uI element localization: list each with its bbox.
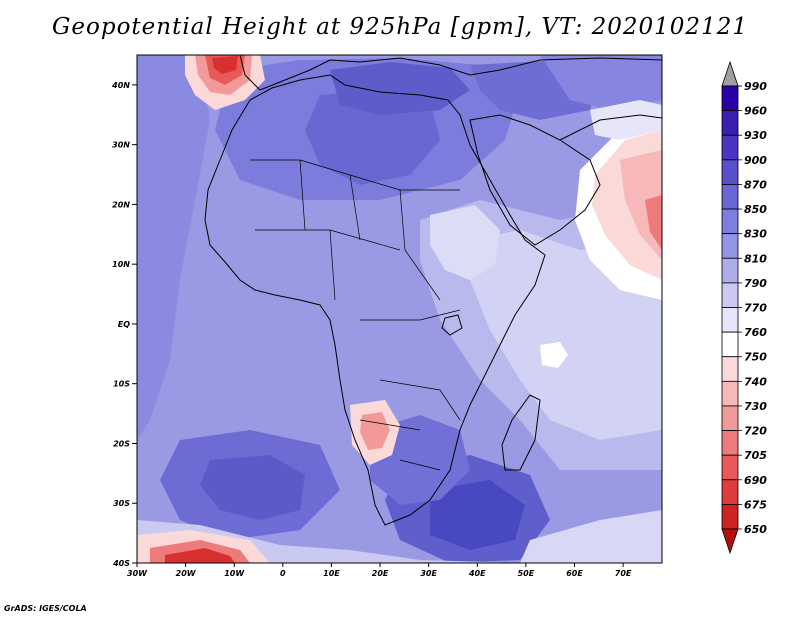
colorbar-swatch (721, 356, 739, 382)
colorbar-swatch (721, 380, 739, 407)
lon-tick-label: 0 (280, 569, 286, 578)
colorbar-label: 740 (744, 375, 767, 388)
field-contour-gulf (590, 100, 662, 140)
longitude-axis: 30W 20W 10W 0 10E 20E 30E 40E 50E 60E 70E (127, 563, 632, 578)
coastline-madagascar (501, 394, 541, 471)
field-contour-iran (540, 55, 662, 110)
colorbar-swatch (721, 159, 739, 185)
colorbar-swatch (721, 282, 739, 308)
country-borders (250, 159, 461, 471)
lon-tick-label: 50E (518, 569, 535, 578)
colorbar-label: 690 (744, 474, 767, 487)
colorbar-label: 770 (744, 302, 767, 315)
colorbar-swatch (721, 110, 739, 136)
colorbar-label: 720 (744, 425, 767, 438)
colorbar-label: 810 (744, 252, 767, 265)
field-contour-arabian-sea-730 (645, 195, 662, 250)
colorbar-swatch (721, 134, 739, 161)
colorbar-swatch (721, 307, 739, 333)
lon-tick-label: 30E (420, 569, 437, 578)
lon-tick-label: 10W (224, 569, 245, 578)
coastline-africa (204, 74, 546, 526)
lat-tick-label: 20N (112, 200, 130, 209)
coastline-europe (239, 55, 662, 91)
field-contour-atlantic-west (137, 55, 210, 440)
field-contour-southern-ocean-east (520, 510, 662, 563)
colorbar-label: 930 (744, 129, 767, 142)
colorbar-label: 990 (744, 80, 767, 93)
coastline-iran (559, 114, 662, 141)
latitude-axis: 40N 30N 20N 10N EQ 10S 20S 30S 40S (111, 81, 137, 568)
lake-victoria (441, 314, 463, 336)
colorbar-label: 790 (744, 277, 767, 290)
colorbar-swatch (721, 430, 739, 456)
lat-tick-label: 30N (112, 141, 130, 150)
colorbar-swatch (721, 85, 739, 112)
colorbar-label: 675 (744, 498, 767, 511)
lat-tick-label: 30S (113, 499, 130, 508)
colorbar-label: 900 (744, 154, 767, 167)
lat-tick-label: 10S (113, 380, 130, 389)
lat-tick-label: 40N (111, 81, 130, 90)
height-field (137, 55, 662, 563)
field-contour-med (330, 62, 470, 115)
lon-tick-label: 20E (372, 569, 389, 578)
colorbar-swatch (721, 479, 739, 505)
colorbar-swatch (721, 331, 739, 358)
colorbar-label: 705 (744, 449, 767, 462)
map-frame (136, 54, 663, 564)
lon-tick-label: 40E (468, 569, 486, 578)
field-contour-iberia-690 (212, 56, 238, 74)
colorbar-swatch (721, 503, 739, 530)
colorbar-swatch (721, 184, 739, 210)
lat-tick-label: EQ (118, 320, 130, 329)
lat-tick-label: 40S (112, 559, 130, 568)
field-contour-libya (305, 90, 440, 185)
coastline-arabia (469, 114, 601, 246)
chart-title: Geopotential Height at 925hPa [gpm], VT:… (52, 14, 748, 40)
colorbar-bottom-arrow (721, 528, 739, 555)
colorbar-swatch (721, 233, 739, 259)
colorbar-swatch (721, 454, 739, 481)
colorbar-label: 760 (744, 326, 767, 339)
lat-tick-label: 20S (113, 439, 130, 448)
map-chart: 40N 30N 20N 10N EQ 10S 20S 30S 40S 30W 20W 10W 0 10E… (111, 54, 767, 578)
colorbar-label: 870 (744, 178, 767, 191)
lon-tick-label: 60E (566, 569, 583, 578)
colorbar-label: 750 (744, 351, 767, 364)
colorbar: 990 960 930 900 870 850 830 810 790 770 760 750 740 7… (721, 60, 767, 555)
colorbar-label: 830 (744, 228, 767, 241)
footer-credit: GrADS: IGES/COLA (4, 604, 87, 613)
colorbar-label: 850 (744, 203, 767, 216)
field-contour-sw-indian-core (430, 480, 525, 550)
field-contour-indian-spot (540, 342, 568, 368)
field-contour-horn (430, 205, 500, 280)
field-contour-south-low-700 (165, 548, 235, 563)
field-contour-south-atlantic-core (200, 455, 305, 520)
lat-tick-label: 10N (112, 260, 130, 269)
colorbar-label: 730 (744, 400, 767, 413)
colorbar-swatch (721, 208, 739, 235)
lon-tick-label: 70E (615, 569, 632, 578)
colorbar-label: 960 (744, 105, 767, 118)
colorbar-swatch (721, 405, 739, 431)
colorbar-swatch (721, 257, 739, 284)
colorbar-label: 650 (744, 523, 767, 536)
lon-tick-label: 20W (176, 569, 197, 578)
colorbar-top-arrow (721, 60, 739, 87)
lon-tick-label: 30W (127, 569, 148, 578)
lon-tick-label: 10E (323, 569, 340, 578)
